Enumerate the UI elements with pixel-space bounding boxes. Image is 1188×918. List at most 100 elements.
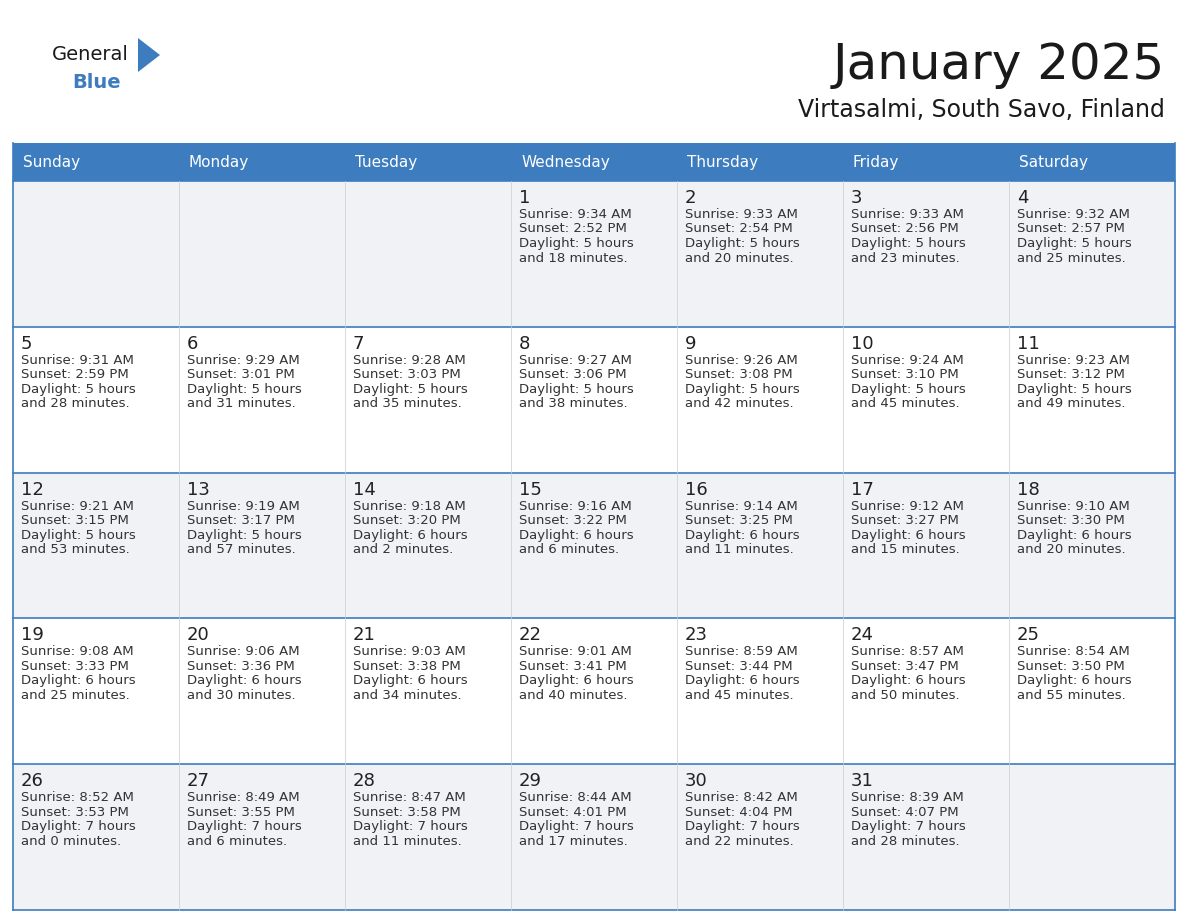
Text: Daylight: 6 hours: Daylight: 6 hours (519, 529, 633, 542)
Bar (13, 764, 1175, 910)
Text: Sunset: 3:50 PM: Sunset: 3:50 PM (1017, 660, 1125, 673)
Text: Daylight: 7 hours: Daylight: 7 hours (353, 820, 468, 834)
Text: Sunset: 4:07 PM: Sunset: 4:07 PM (851, 806, 959, 819)
Text: 16: 16 (685, 481, 708, 498)
Text: Daylight: 6 hours: Daylight: 6 hours (1017, 529, 1132, 542)
Text: Daylight: 7 hours: Daylight: 7 hours (519, 820, 633, 834)
Text: 14: 14 (353, 481, 375, 498)
Text: Sunrise: 9:29 AM: Sunrise: 9:29 AM (187, 353, 299, 367)
Text: Sunrise: 8:52 AM: Sunrise: 8:52 AM (21, 791, 134, 804)
Bar (345, 143, 511, 181)
Text: Virtasalmi, South Savo, Finland: Virtasalmi, South Savo, Finland (798, 98, 1165, 122)
Text: Sunset: 3:22 PM: Sunset: 3:22 PM (519, 514, 627, 527)
Text: 22: 22 (519, 626, 542, 644)
Text: Sunset: 3:17 PM: Sunset: 3:17 PM (187, 514, 295, 527)
Bar (13, 473, 1175, 619)
Text: Sunrise: 9:33 AM: Sunrise: 9:33 AM (685, 208, 798, 221)
Text: 21: 21 (353, 626, 375, 644)
Text: 20: 20 (187, 626, 210, 644)
Text: Sunrise: 9:08 AM: Sunrise: 9:08 AM (21, 645, 133, 658)
Text: 1: 1 (519, 189, 530, 207)
Text: 13: 13 (187, 481, 210, 498)
Text: Sunset: 3:53 PM: Sunset: 3:53 PM (21, 806, 128, 819)
Text: Sunrise: 9:28 AM: Sunrise: 9:28 AM (353, 353, 466, 367)
Text: Sunrise: 9:12 AM: Sunrise: 9:12 AM (851, 499, 963, 512)
Text: 17: 17 (851, 481, 874, 498)
Text: and 25 minutes.: and 25 minutes. (21, 688, 129, 702)
Text: 23: 23 (685, 626, 708, 644)
Bar (511, 143, 677, 181)
Text: Daylight: 6 hours: Daylight: 6 hours (851, 529, 966, 542)
Text: Sunset: 3:15 PM: Sunset: 3:15 PM (21, 514, 128, 527)
Text: Daylight: 6 hours: Daylight: 6 hours (187, 675, 302, 688)
Text: Daylight: 7 hours: Daylight: 7 hours (187, 820, 302, 834)
Text: and 49 minutes.: and 49 minutes. (1017, 397, 1125, 410)
Text: Sunset: 3:08 PM: Sunset: 3:08 PM (685, 368, 792, 381)
Text: 12: 12 (21, 481, 44, 498)
Text: and 34 minutes.: and 34 minutes. (353, 688, 462, 702)
Text: 15: 15 (519, 481, 542, 498)
Bar (13, 619, 1175, 764)
Text: and 20 minutes.: and 20 minutes. (1017, 543, 1125, 556)
Text: and 28 minutes.: and 28 minutes. (851, 834, 960, 847)
Text: Sunset: 2:56 PM: Sunset: 2:56 PM (851, 222, 959, 236)
Text: 11: 11 (1017, 335, 1040, 353)
Text: and 35 minutes.: and 35 minutes. (353, 397, 462, 410)
Text: 7: 7 (353, 335, 365, 353)
Text: Daylight: 6 hours: Daylight: 6 hours (851, 675, 966, 688)
Text: Monday: Monday (189, 154, 249, 170)
Text: Daylight: 6 hours: Daylight: 6 hours (353, 529, 468, 542)
Text: Sunrise: 9:26 AM: Sunrise: 9:26 AM (685, 353, 798, 367)
Bar (13, 143, 179, 181)
Text: Sunset: 3:55 PM: Sunset: 3:55 PM (187, 806, 295, 819)
Bar (843, 143, 1009, 181)
Text: and 11 minutes.: and 11 minutes. (353, 834, 462, 847)
Text: 28: 28 (353, 772, 375, 790)
Text: Sunset: 3:47 PM: Sunset: 3:47 PM (851, 660, 959, 673)
Text: Daylight: 7 hours: Daylight: 7 hours (685, 820, 800, 834)
Text: Sunrise: 8:39 AM: Sunrise: 8:39 AM (851, 791, 963, 804)
Text: 9: 9 (685, 335, 696, 353)
Text: Wednesday: Wednesday (522, 154, 609, 170)
Text: General: General (52, 46, 128, 64)
Text: 2: 2 (685, 189, 696, 207)
Text: Sunrise: 9:27 AM: Sunrise: 9:27 AM (519, 353, 632, 367)
Text: and 42 minutes.: and 42 minutes. (685, 397, 794, 410)
Text: Blue: Blue (72, 73, 121, 92)
Text: Daylight: 5 hours: Daylight: 5 hours (519, 237, 633, 250)
Text: Sunset: 3:03 PM: Sunset: 3:03 PM (353, 368, 461, 381)
Text: and 17 minutes.: and 17 minutes. (519, 834, 627, 847)
Text: Sunset: 2:59 PM: Sunset: 2:59 PM (21, 368, 128, 381)
Text: Daylight: 5 hours: Daylight: 5 hours (851, 383, 966, 396)
Text: Sunrise: 9:34 AM: Sunrise: 9:34 AM (519, 208, 632, 221)
Text: and 55 minutes.: and 55 minutes. (1017, 688, 1126, 702)
Text: 31: 31 (851, 772, 874, 790)
Text: and 31 minutes.: and 31 minutes. (187, 397, 296, 410)
Text: 18: 18 (1017, 481, 1040, 498)
Text: Daylight: 6 hours: Daylight: 6 hours (1017, 675, 1132, 688)
Text: and 57 minutes.: and 57 minutes. (187, 543, 296, 556)
Text: Sunday: Sunday (23, 154, 80, 170)
Text: Sunrise: 8:47 AM: Sunrise: 8:47 AM (353, 791, 466, 804)
Text: Sunset: 3:30 PM: Sunset: 3:30 PM (1017, 514, 1125, 527)
Text: and 40 minutes.: and 40 minutes. (519, 688, 627, 702)
Text: Sunset: 3:41 PM: Sunset: 3:41 PM (519, 660, 627, 673)
Text: Sunrise: 9:19 AM: Sunrise: 9:19 AM (187, 499, 299, 512)
Text: Sunrise: 9:33 AM: Sunrise: 9:33 AM (851, 208, 963, 221)
Text: Sunset: 3:38 PM: Sunset: 3:38 PM (353, 660, 461, 673)
Text: Sunset: 4:01 PM: Sunset: 4:01 PM (519, 806, 626, 819)
Text: Friday: Friday (853, 154, 899, 170)
Text: Sunset: 3:33 PM: Sunset: 3:33 PM (21, 660, 128, 673)
Text: Daylight: 6 hours: Daylight: 6 hours (685, 529, 800, 542)
Text: and 25 minutes.: and 25 minutes. (1017, 252, 1126, 264)
Text: Sunrise: 9:24 AM: Sunrise: 9:24 AM (851, 353, 963, 367)
Text: and 22 minutes.: and 22 minutes. (685, 834, 794, 847)
Text: Sunset: 2:54 PM: Sunset: 2:54 PM (685, 222, 792, 236)
Text: Daylight: 7 hours: Daylight: 7 hours (21, 820, 135, 834)
Text: Sunrise: 9:21 AM: Sunrise: 9:21 AM (21, 499, 134, 512)
Text: Daylight: 6 hours: Daylight: 6 hours (21, 675, 135, 688)
Text: and 28 minutes.: and 28 minutes. (21, 397, 129, 410)
Text: Sunset: 4:04 PM: Sunset: 4:04 PM (685, 806, 792, 819)
Text: Daylight: 5 hours: Daylight: 5 hours (21, 383, 135, 396)
Text: Thursday: Thursday (687, 154, 758, 170)
